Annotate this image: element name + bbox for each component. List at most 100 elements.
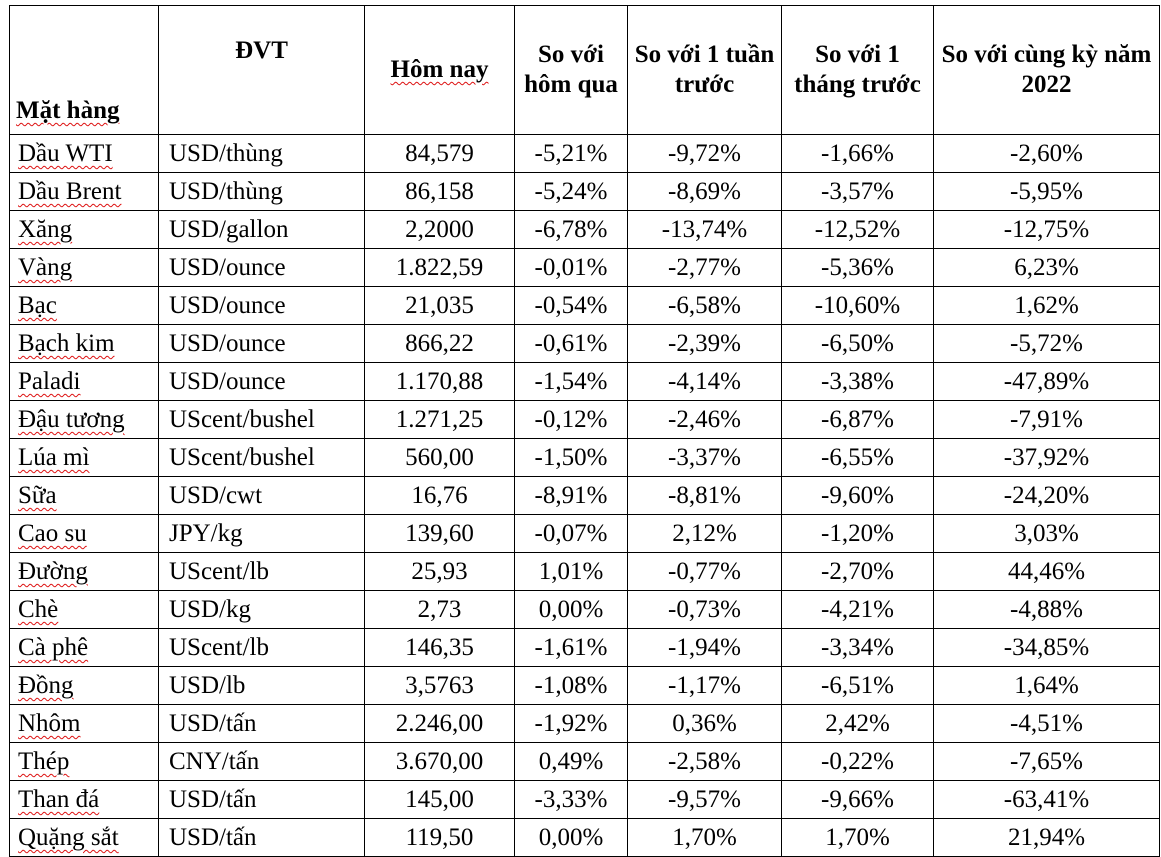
cell-vs-yesterday: -0,61% [514, 324, 628, 363]
cell-commodity: Cà phê [9, 628, 159, 667]
cell-vs-week: -8,81% [627, 476, 782, 515]
header-vs-yesterday: So với hôm qua [514, 5, 628, 135]
cell-vs-month: 2,42% [781, 704, 934, 743]
cell-commodity: Sữa [9, 476, 159, 515]
cell-unit: CNY/tấn [158, 742, 365, 781]
table-row: Vàng USD/ounce 1.822,59 -0,01% -2,77% -5,36% 6… [9, 248, 1160, 287]
cell-vs-week: -2,77% [627, 248, 782, 287]
cell-vs-yesterday: -1,50% [514, 438, 628, 477]
cell-today: 25,93 [364, 552, 515, 591]
commodity-name: Xăng [18, 216, 73, 243]
cell-vs-month: -6,50% [781, 324, 934, 363]
cell-vs-year: 1,64% [933, 666, 1160, 705]
commodity-name: Đậu tương [18, 406, 125, 433]
cell-vs-week: -13,74% [627, 210, 782, 249]
cell-vs-yesterday: -8,91% [514, 476, 628, 515]
cell-today: 146,35 [364, 628, 515, 667]
cell-vs-week: 2,12% [627, 514, 782, 553]
cell-unit: USD/tấn [158, 780, 365, 819]
cell-vs-year: 1,62% [933, 286, 1160, 325]
cell-today: 1.271,25 [364, 400, 515, 439]
table-row: Lúa mì UScent/bushel 560,00 -1,50% -3,37% -6,… [9, 438, 1160, 477]
cell-vs-yesterday: -0,54% [514, 286, 628, 325]
cell-today: 84,579 [364, 134, 515, 173]
cell-commodity: Lúa mì [9, 438, 159, 477]
cell-today: 139,60 [364, 514, 515, 553]
cell-vs-yesterday: 0,00% [514, 590, 628, 629]
commodity-name: Quặng sắt [18, 824, 119, 851]
cell-commodity: Nhôm [9, 704, 159, 743]
cell-vs-week: 1,70% [627, 818, 782, 857]
cell-commodity: Xăng [9, 210, 159, 249]
cell-vs-week: -1,17% [627, 666, 782, 705]
cell-vs-yesterday: -0,07% [514, 514, 628, 553]
cell-vs-year: 44,46% [933, 552, 1160, 591]
cell-unit: UScent/bushel [158, 400, 365, 439]
cell-vs-year: -5,95% [933, 172, 1160, 211]
table-row: Bạch kim USD/ounce 866,22 -0,61% -2,39% -6,50… [9, 324, 1160, 363]
cell-commodity: Cao su [9, 514, 159, 553]
cell-vs-yesterday: -1,61% [514, 628, 628, 667]
table-row: Nhôm USD/tấn 2.246,00 -1,92% 0,36% 2,42% -4,51… [9, 704, 1160, 743]
cell-unit: USD/lb [158, 666, 365, 705]
commodity-name: Than đá [18, 786, 100, 813]
cell-today: 2,2000 [364, 210, 515, 249]
cell-vs-month: -3,57% [781, 172, 934, 211]
cell-vs-week: -6,58% [627, 286, 782, 325]
commodity-price-table: Mặt hàng ĐVT Hôm nay So với hôm qua So v… [9, 5, 1160, 857]
cell-vs-year: -34,85% [933, 628, 1160, 667]
cell-today: 2.246,00 [364, 704, 515, 743]
cell-unit: USD/ounce [158, 248, 365, 287]
commodity-name: Sữa [18, 482, 57, 509]
cell-vs-month: -9,66% [781, 780, 934, 819]
commodity-price-table-container: Mặt hàng ĐVT Hôm nay So với hôm qua So v… [9, 5, 1160, 857]
commodity-name: Cà phê [18, 634, 89, 661]
cell-commodity: Bạc [9, 286, 159, 325]
cell-today: 119,50 [364, 818, 515, 857]
cell-vs-month: -5,36% [781, 248, 934, 287]
commodity-name: Thép [18, 748, 70, 775]
cell-vs-week: -0,77% [627, 552, 782, 591]
cell-today: 21,035 [364, 286, 515, 325]
cell-unit: UScent/lb [158, 552, 365, 591]
cell-today: 866,22 [364, 324, 515, 363]
cell-vs-week: -1,94% [627, 628, 782, 667]
cell-unit: USD/kg [158, 590, 365, 629]
header-vs-week: So với 1 tuần trước [627, 5, 782, 135]
commodity-name: Bạc [18, 292, 57, 319]
cell-commodity: Đồng [9, 666, 159, 705]
cell-vs-yesterday: -0,01% [514, 248, 628, 287]
commodity-name: Dầu WTI [18, 140, 113, 167]
cell-commodity: Chè [9, 590, 159, 629]
cell-vs-month: -10,60% [781, 286, 934, 325]
cell-unit: USD/tấn [158, 818, 365, 857]
table-row: Cao su JPY/kg 139,60 -0,07% 2,12% -1,20% 3,03% [9, 514, 1160, 553]
header-vs-month: So với 1 tháng trước [781, 5, 934, 135]
table-row: Sữa USD/cwt 16,76 -8,91% -8,81% -9,60% -24,20% [9, 476, 1160, 515]
cell-commodity: Thép [9, 742, 159, 781]
commodity-name: Dầu Brent [18, 178, 122, 205]
table-row: Đậu tương UScent/bushel 1.271,25 -0,12% -2,4… [9, 400, 1160, 439]
cell-vs-year: -4,51% [933, 704, 1160, 743]
table-row: Thép CNY/tấn 3.670,00 0,49% -2,58% -0,22% -7,6… [9, 742, 1160, 781]
cell-vs-month: -9,60% [781, 476, 934, 515]
cell-today: 86,158 [364, 172, 515, 211]
commodity-name: Nhôm [18, 710, 81, 737]
cell-unit: USD/ounce [158, 324, 365, 363]
cell-vs-year: 21,94% [933, 818, 1160, 857]
cell-unit: USD/gallon [158, 210, 365, 249]
cell-commodity: Dầu Brent [9, 172, 159, 211]
commodity-name: Lúa mì [18, 444, 90, 471]
cell-vs-week: -0,73% [627, 590, 782, 629]
cell-vs-month: -4,21% [781, 590, 934, 629]
cell-vs-week: 0,36% [627, 704, 782, 743]
cell-today: 16,76 [364, 476, 515, 515]
header-today: Hôm nay [364, 5, 515, 135]
cell-vs-yesterday: 0,00% [514, 818, 628, 857]
cell-unit: USD/ounce [158, 286, 365, 325]
header-row: Mặt hàng ĐVT Hôm nay So với hôm qua So v… [9, 5, 1160, 135]
cell-today: 1.822,59 [364, 248, 515, 287]
cell-vs-week: -3,37% [627, 438, 782, 477]
cell-vs-week: -9,57% [627, 780, 782, 819]
commodity-name: Chè [18, 596, 59, 623]
